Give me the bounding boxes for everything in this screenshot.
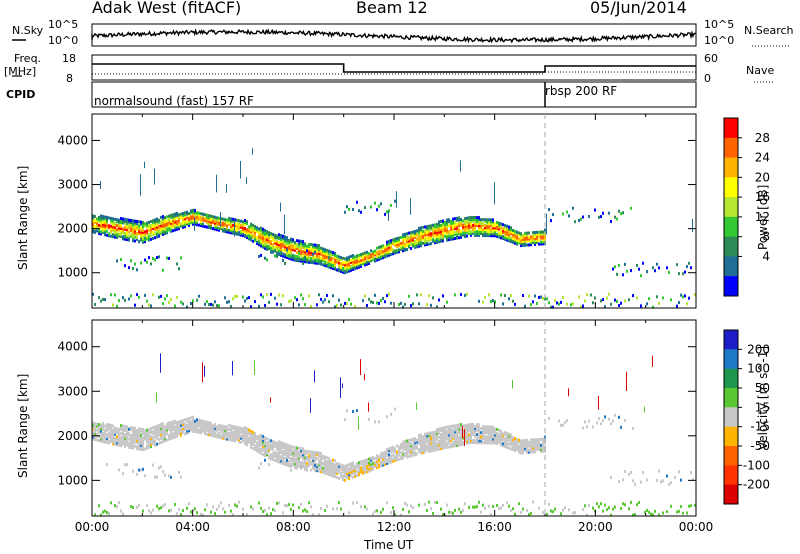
velocity-ytick-label: 2000: [57, 429, 88, 443]
velocity-colorbar-swatch: [724, 484, 738, 505]
velocity-colorbar-tick-label: 15: [755, 400, 770, 414]
power-colorbar-frame: [723, 117, 739, 297]
nave-label: Nave: [746, 64, 775, 77]
power-colorbar-swatch: [724, 276, 738, 297]
beam-title: Beam 12: [356, 0, 428, 17]
cpid-frame: [91, 81, 697, 108]
freq-frame: [91, 54, 697, 81]
nsky-trace: [91, 28, 697, 44]
velocity-colorbar-swatch: [724, 426, 738, 447]
power-colorbar-swatch: [724, 177, 738, 198]
cpid-label: CPID: [6, 88, 36, 101]
power-colorbar-swatch: [724, 236, 738, 257]
power-colorbar-swatch: [724, 216, 738, 238]
power-colorbar-swatch: [724, 118, 738, 139]
xtick-label: 00:00: [679, 520, 714, 534]
xtick-label: 12:00: [377, 520, 412, 534]
power-colorbar-swatch: [724, 157, 738, 178]
velocity-colorbar-tick-label: -100: [743, 458, 770, 472]
velocity-colorbar-swatch: [724, 349, 738, 370]
power-ytick-label: 2000: [57, 222, 88, 236]
power-colorbar-tick-label: 12: [755, 210, 770, 224]
nave-trace: [92, 71, 696, 75]
velocity-heatmap-cells: [92, 353, 696, 517]
power-ytick-label: 1000: [57, 266, 88, 280]
freq-label: Freq.: [14, 52, 42, 65]
velocity-ytick-label: 4000: [57, 340, 88, 354]
xtick-label: 08:00: [276, 520, 311, 534]
velocity-colorbar-tick-label: 100: [747, 362, 770, 376]
nsearch-tick-top: 10^5: [704, 18, 735, 31]
power-colorbar-tick-label: 16: [755, 190, 770, 204]
nsearch-label: N.Search: [744, 24, 794, 37]
velocity-colorbar-tick-label: 200: [747, 342, 770, 356]
velocity-colorbar-tick-label: -15: [750, 420, 770, 434]
velocity-colorbar-swatch: [724, 368, 738, 389]
freq-trace: [92, 63, 696, 73]
power-colorbar-tick-label: 8: [762, 230, 770, 244]
velocity-ytick-label: 3000: [57, 384, 88, 398]
power-heatmap-cells: [92, 148, 696, 309]
nave-tick-top: 60: [704, 52, 718, 65]
velocity-colorbar-frame: [723, 329, 739, 505]
x-axis-title: Time UT: [364, 538, 414, 552]
xtick-label: 16:00: [477, 520, 512, 534]
velocity-colorbar-swatch: [724, 465, 738, 486]
power-colorbar-tick-label: 4: [762, 249, 770, 263]
power-colorbar-tick-label: 28: [755, 131, 770, 145]
velocity-colorbar-swatch: [724, 446, 738, 466]
power-colorbar-swatch: [724, 256, 738, 277]
xtick-label: 20:00: [578, 520, 613, 534]
nave-tick-bottom: 0: [704, 72, 711, 85]
cpid-program-2: rbsp 200 RF: [545, 84, 618, 98]
date-title: 05/Jun/2014: [590, 0, 687, 17]
power-colorbar-swatch: [724, 197, 738, 218]
nsearch-tick-bottom: 10^0: [704, 34, 735, 47]
nsky-tick-bottom: 10^0: [48, 34, 79, 47]
freq-tick-bottom: 8: [66, 72, 73, 85]
power-ytick-label: 3000: [57, 178, 88, 192]
cpid-program-1: normalsound (fast) 157 RF: [94, 94, 254, 108]
freq-tick-top: 18: [62, 52, 76, 65]
velocity-colorbar-swatch: [724, 330, 738, 350]
power-colorbar-swatch: [724, 137, 738, 159]
xtick-label: 00:00: [75, 520, 110, 534]
power-colorbar-tick-label: 24: [755, 151, 770, 165]
power-ytick-label: 4000: [57, 133, 88, 147]
power-panel-frame: [91, 113, 697, 309]
xtick-label: 04:00: [175, 520, 210, 534]
velocity-colorbar-swatch: [724, 388, 738, 408]
velocity-colorbar-swatch: [724, 407, 738, 428]
power-colorbar-tick-label: 20: [755, 170, 770, 184]
nsky-label: N.Sky: [12, 24, 44, 37]
velocity-colorbar-tick-label: -50: [750, 439, 770, 453]
velocity-colorbar-tick-label: -200: [743, 478, 770, 492]
nsky-tick-top: 10^5: [48, 18, 79, 31]
velocity-ytick-label: 1000: [57, 473, 88, 487]
velocity-colorbar-tick-label: 50: [755, 381, 770, 395]
station-title: Adak West (fitACF): [92, 0, 242, 17]
freq-unit: [MHz]: [4, 65, 37, 78]
